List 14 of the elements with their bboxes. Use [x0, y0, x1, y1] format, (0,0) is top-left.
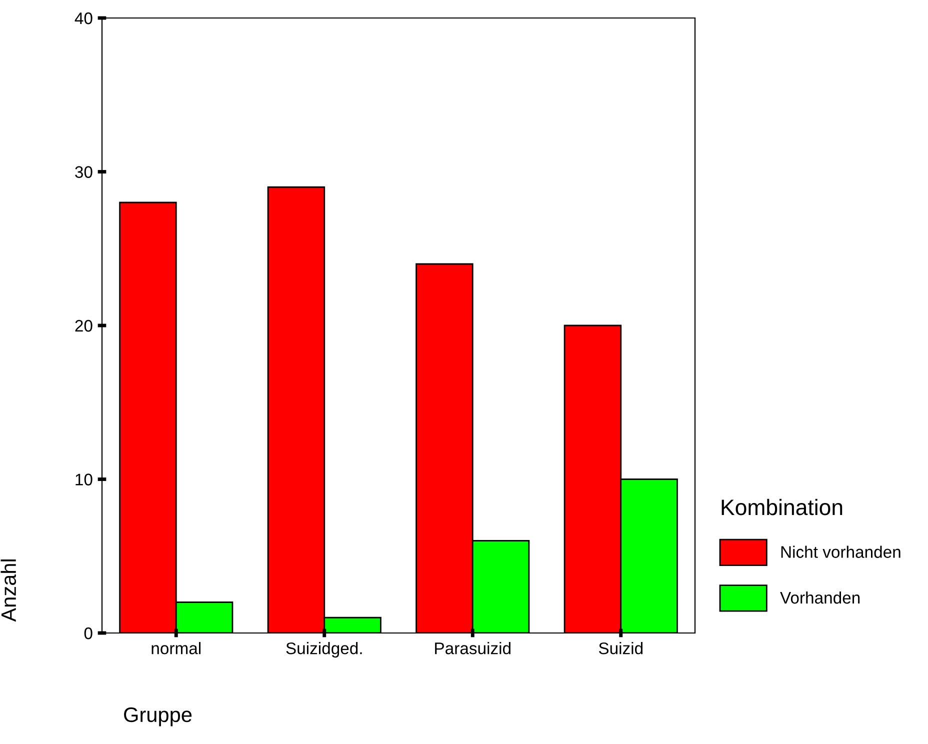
y-tick-label: 10 — [76, 474, 92, 486]
x-axis-title: Gruppe — [124, 707, 192, 726]
y-tick-label: 30 — [75, 166, 92, 178]
x-tick-label: Suizid — [598, 642, 642, 654]
x-tick-label: Suizidged. — [286, 642, 362, 658]
legend-title: Kombination — [722, 498, 842, 516]
x-tick-label: normal — [152, 642, 200, 654]
y-tick-label: 0 — [84, 627, 92, 640]
y-tick-label: 40 — [74, 12, 92, 24]
legend-label: Nicht vorhanden — [781, 546, 900, 558]
x-tick-label: Parasuizid — [435, 642, 510, 654]
y-tick-label: 20 — [75, 320, 92, 332]
legend-label: Vorhanden — [780, 591, 860, 604]
y-axis-title: Anzahl — [0, 559, 16, 622]
